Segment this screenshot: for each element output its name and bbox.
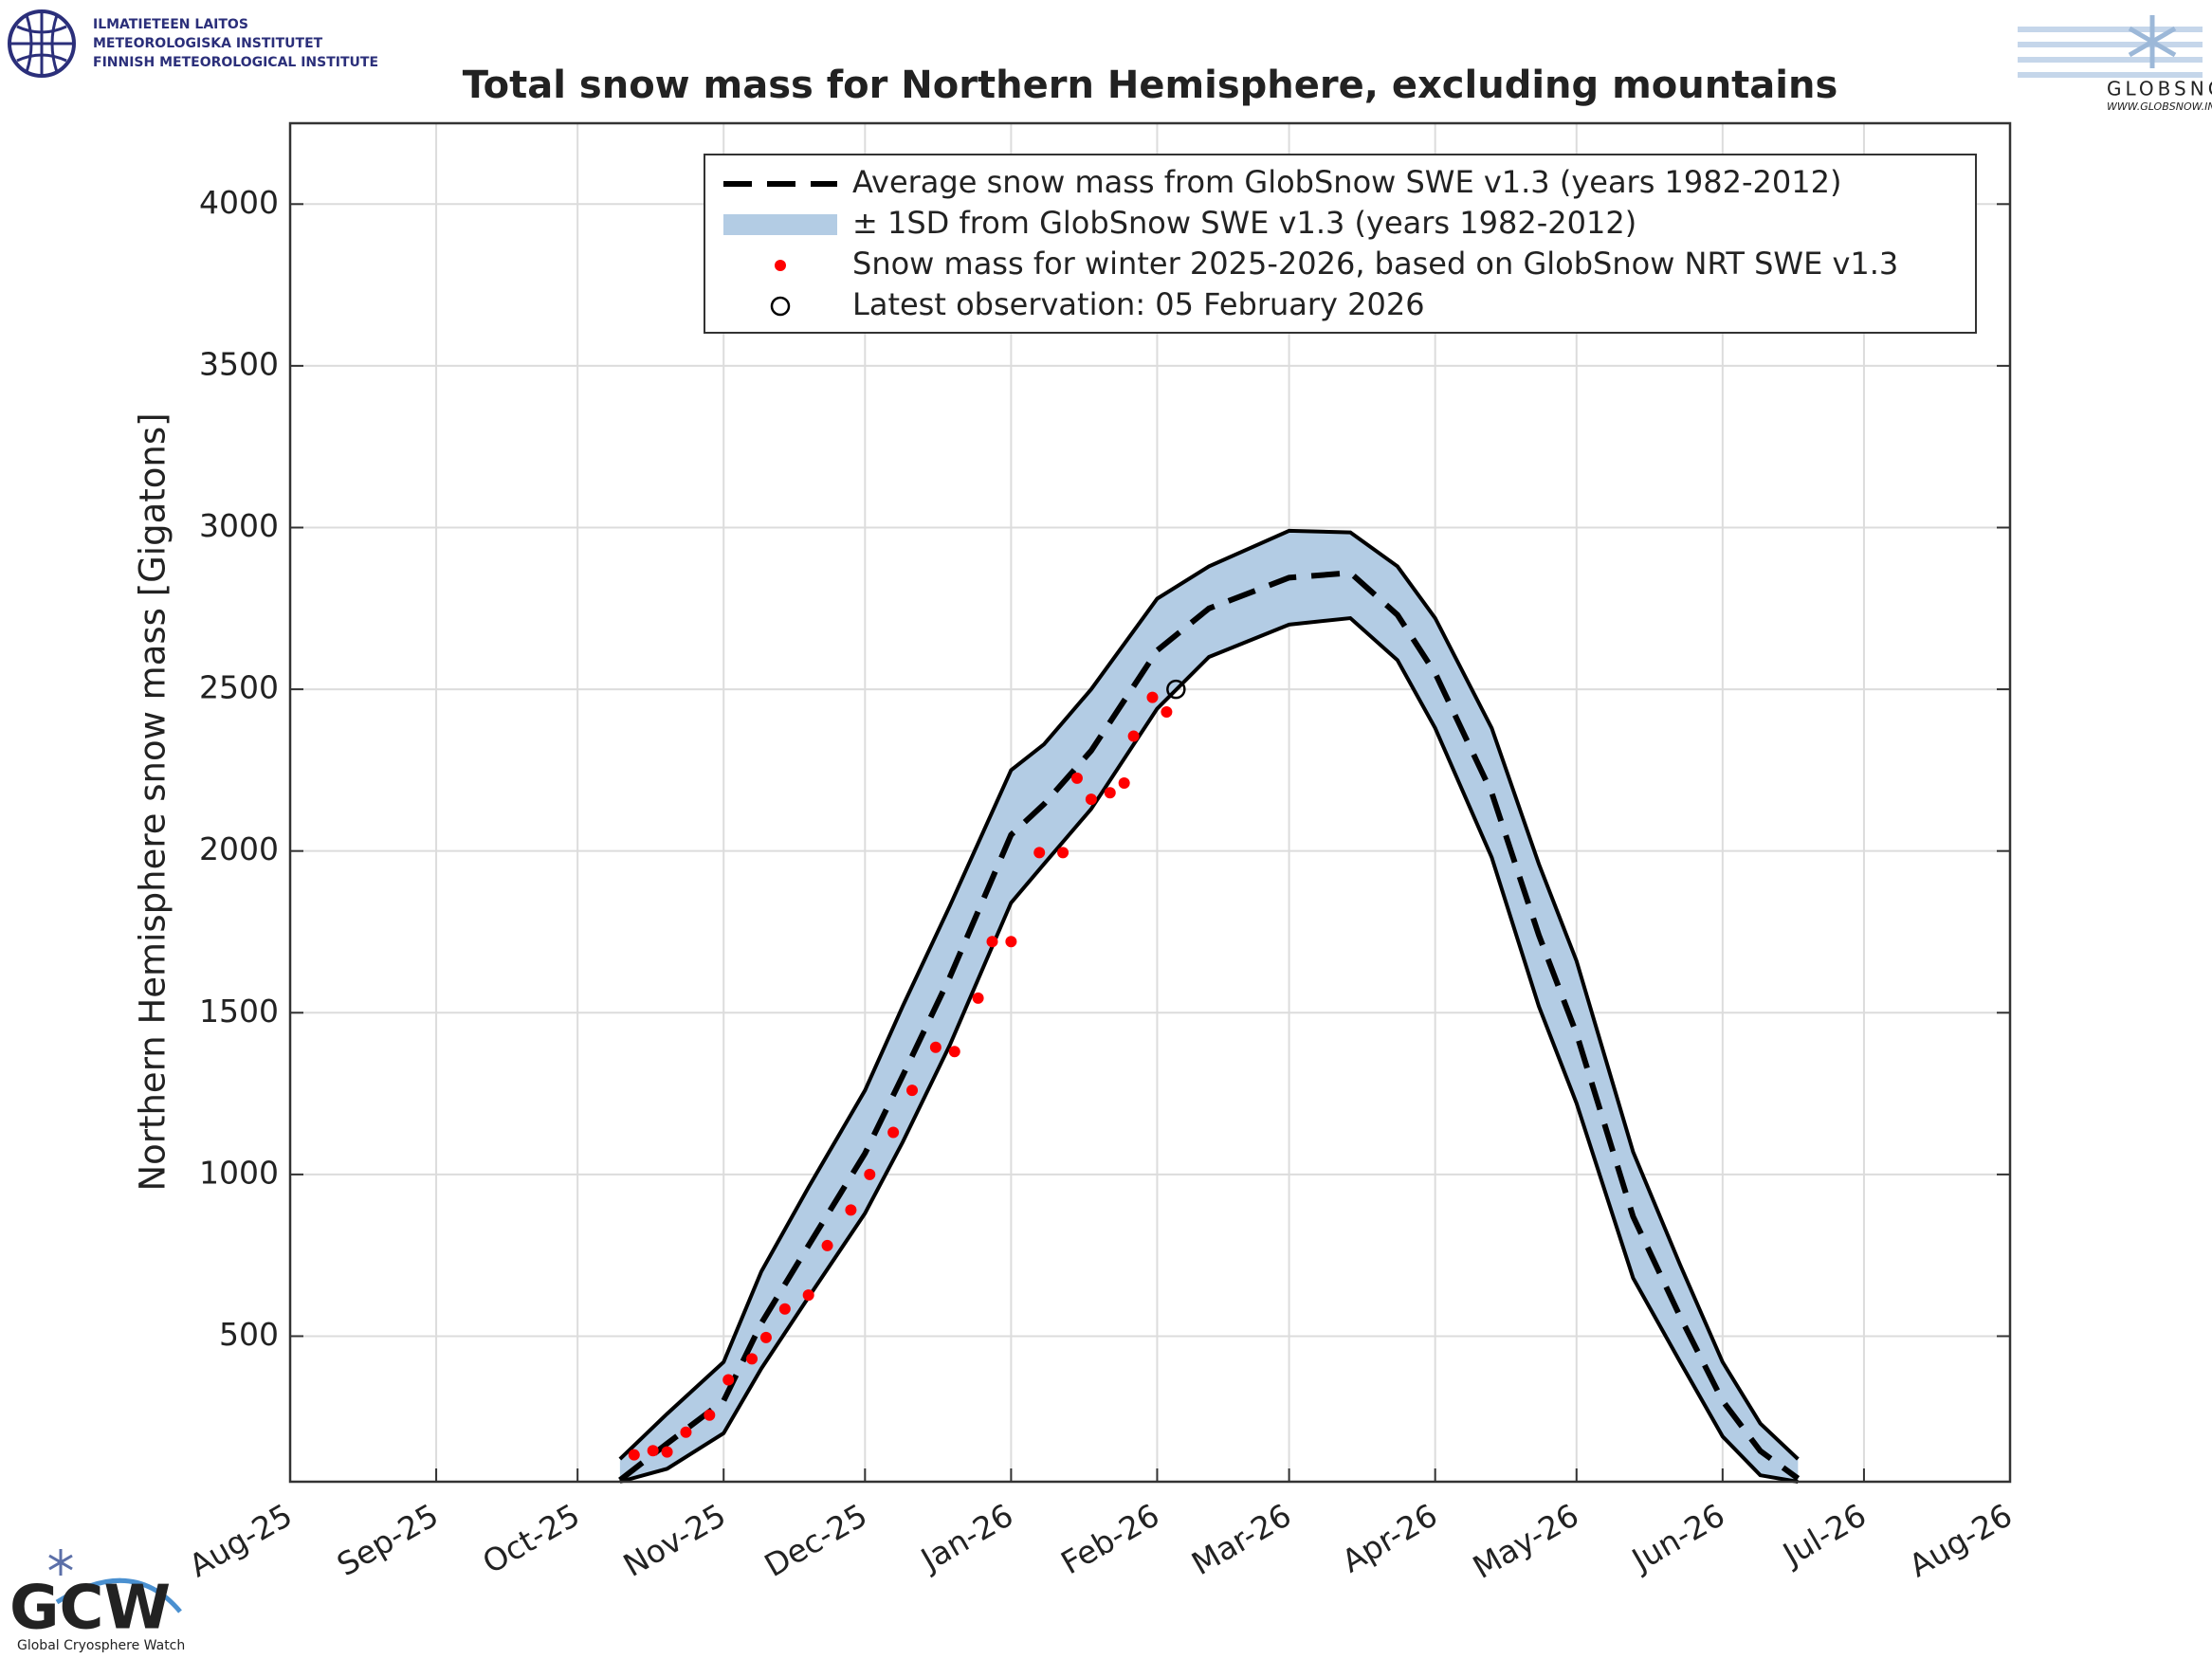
chart-title: Total snow mass for Northern Hemisphere,… (463, 64, 1838, 107)
snow-point (628, 1449, 640, 1461)
snow-point (1005, 936, 1017, 948)
plot-frame (288, 121, 2012, 1484)
snow-point (1127, 730, 1140, 742)
logo-text: GCW (9, 1574, 171, 1644)
x-tick-label: Nov-25 (617, 1496, 732, 1583)
y-tick-label: 4000 (199, 184, 279, 221)
snow-point (680, 1426, 692, 1438)
snow-point (802, 1289, 814, 1302)
snow-point (1085, 793, 1097, 806)
logo-text: ILMATIETEEN LAITOS (93, 17, 248, 32)
x-tick-label: Aug-25 (183, 1496, 299, 1584)
y-tick-label: 1500 (199, 993, 279, 1030)
x-tick-label: Dec-25 (759, 1496, 873, 1584)
snow-point (948, 1046, 960, 1058)
snow-point (778, 1303, 791, 1315)
x-tick-label: May-26 (1467, 1496, 1585, 1586)
x-tick-label: Aug-26 (1903, 1496, 2019, 1584)
latest-point (1166, 679, 1186, 700)
snow-point (864, 1168, 876, 1180)
logo-text: FINNISH METEOROLOGICAL INSTITUTE (93, 55, 378, 70)
x-tick-label: Mar-26 (1185, 1496, 1297, 1582)
legend-label: Latest observation: 05 February 2026 (852, 286, 1425, 322)
snow-point (647, 1445, 659, 1457)
snow-point (722, 1374, 735, 1386)
globsnow-logo: GLOBSNOW WWW.GLOBSNOW.INFO (2018, 15, 2212, 113)
x-tick-label: Jul-26 (1775, 1496, 1872, 1574)
snow-point (972, 992, 984, 1004)
y-tick-label: 2500 (199, 669, 279, 706)
snow-point (661, 1446, 673, 1458)
legend-label: Average snow mass from GlobSnow SWE v1.3… (852, 164, 1841, 200)
snow-point (1070, 772, 1083, 784)
snow-point (1104, 787, 1116, 799)
snow-point (906, 1085, 919, 1097)
y-tick-label: 3000 (199, 507, 279, 544)
snow-point (986, 936, 998, 948)
snow-point (746, 1353, 759, 1365)
legend-swatch (775, 260, 786, 271)
snow-point (845, 1204, 857, 1216)
x-tick-label: Apr-26 (1336, 1496, 1444, 1579)
snow-point (1146, 691, 1159, 703)
logo-text: Global Cryosphere Watch (17, 1638, 185, 1653)
x-tick-label: Jun-26 (1624, 1496, 1731, 1579)
sd-lower-line (619, 615, 1799, 1484)
y-tick-label: 500 (219, 1316, 279, 1353)
legend-label: Snow mass for winter 2025-2026, based on… (852, 246, 1898, 282)
x-tick-label: Feb-26 (1054, 1496, 1165, 1581)
y-tick-label: 1000 (199, 1154, 279, 1191)
legend-swatch (723, 214, 837, 235)
legend-swatch (770, 296, 791, 317)
y-tick-label: 2000 (199, 830, 279, 867)
legend-label: ± 1SD from GlobSnow SWE v1.3 (years 1982… (852, 205, 1636, 241)
snow-point (887, 1126, 900, 1139)
x-tick-label: Oct-25 (476, 1496, 586, 1580)
logo-text: GLOBSNOW (2107, 78, 2212, 100)
gcw-logo: GCW Global Cryosphere Watch (9, 1549, 185, 1653)
snow-point (1161, 705, 1173, 718)
y-axis-label: Northern Hemisphere snow mass [Gigatons] (133, 412, 174, 1191)
snow-point (1057, 847, 1069, 859)
x-tick-label: Sep-25 (331, 1496, 445, 1583)
snow-point (1118, 777, 1130, 790)
snow-point (1033, 847, 1046, 859)
logo-text: METEOROLOGISKA INSTITUTET (93, 36, 323, 51)
snow-point (929, 1041, 941, 1053)
sd-band (619, 530, 1799, 1482)
fmi-logo: ILMATIETEEN LAITOS METEOROLOGISKA INSTIT… (8, 9, 378, 78)
x-tick-label: Jan-26 (913, 1496, 1019, 1578)
sd-upper-line (618, 528, 1800, 1461)
snow-point (704, 1409, 716, 1421)
snow-point (821, 1239, 833, 1251)
average-line (618, 570, 1801, 1483)
y-tick-label: 3500 (199, 345, 279, 382)
logo-text: WWW.GLOBSNOW.INFO (2107, 100, 2212, 113)
snow-point (759, 1331, 772, 1343)
legend-box (704, 154, 1977, 334)
